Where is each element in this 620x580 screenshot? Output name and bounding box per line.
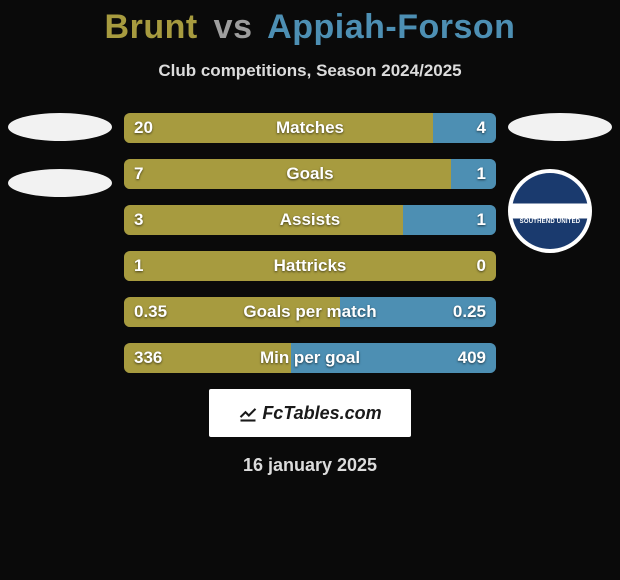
- bar-fill-right: [433, 113, 496, 143]
- bar-row: Matches204: [124, 113, 496, 143]
- badge-placeholder: [508, 113, 612, 141]
- left-badges-column: [8, 113, 112, 225]
- brand-box: FcTables.com: [209, 389, 411, 437]
- badge-placeholder: [8, 169, 112, 197]
- bar-row: Min per goal336409: [124, 343, 496, 373]
- bar-fill-left: [124, 297, 340, 327]
- bar-row: Goals71: [124, 159, 496, 189]
- club-crest: SOUTHEND UNITED: [508, 169, 592, 253]
- comparison-bars: Matches204 Goals71 Assists31 Hattricks10 Goa…: [124, 113, 496, 373]
- subtitle: Club competitions, Season 2024/2025: [0, 61, 620, 81]
- player2-name: Appiah-Forson: [267, 8, 515, 46]
- bar-fill-left: [124, 343, 291, 373]
- page-title: Brunt vs Appiah-Forson: [0, 0, 620, 47]
- brand-text: FcTables.com: [262, 403, 381, 424]
- bar-fill-left: [124, 251, 496, 281]
- badge-placeholder: [8, 113, 112, 141]
- bar-row: Hattricks10: [124, 251, 496, 281]
- bar-row: Assists31: [124, 205, 496, 235]
- bar-fill-left: [124, 159, 451, 189]
- vs-label: vs: [214, 8, 253, 46]
- date-label: 16 january 2025: [0, 455, 620, 476]
- right-badges-column: SOUTHEND UNITED: [508, 113, 612, 253]
- brand-label: FcTables.com: [238, 403, 381, 424]
- crest-text: SOUTHEND UNITED: [508, 219, 592, 225]
- bar-fill-right: [403, 205, 496, 235]
- player1-name: Brunt: [105, 8, 198, 46]
- chart-icon: [238, 403, 258, 423]
- bar-fill-right: [291, 343, 496, 373]
- comparison-card: Brunt vs Appiah-Forson Club competitions…: [0, 0, 620, 580]
- content-row: SOUTHEND UNITED Matches204 Goals71 Assists…: [0, 113, 620, 373]
- bar-fill-left: [124, 205, 403, 235]
- bar-fill-right: [340, 297, 496, 327]
- crest-stripes: [512, 173, 588, 249]
- bar-row: Goals per match0.350.25: [124, 297, 496, 327]
- bar-fill-left: [124, 113, 433, 143]
- bar-fill-right: [451, 159, 496, 189]
